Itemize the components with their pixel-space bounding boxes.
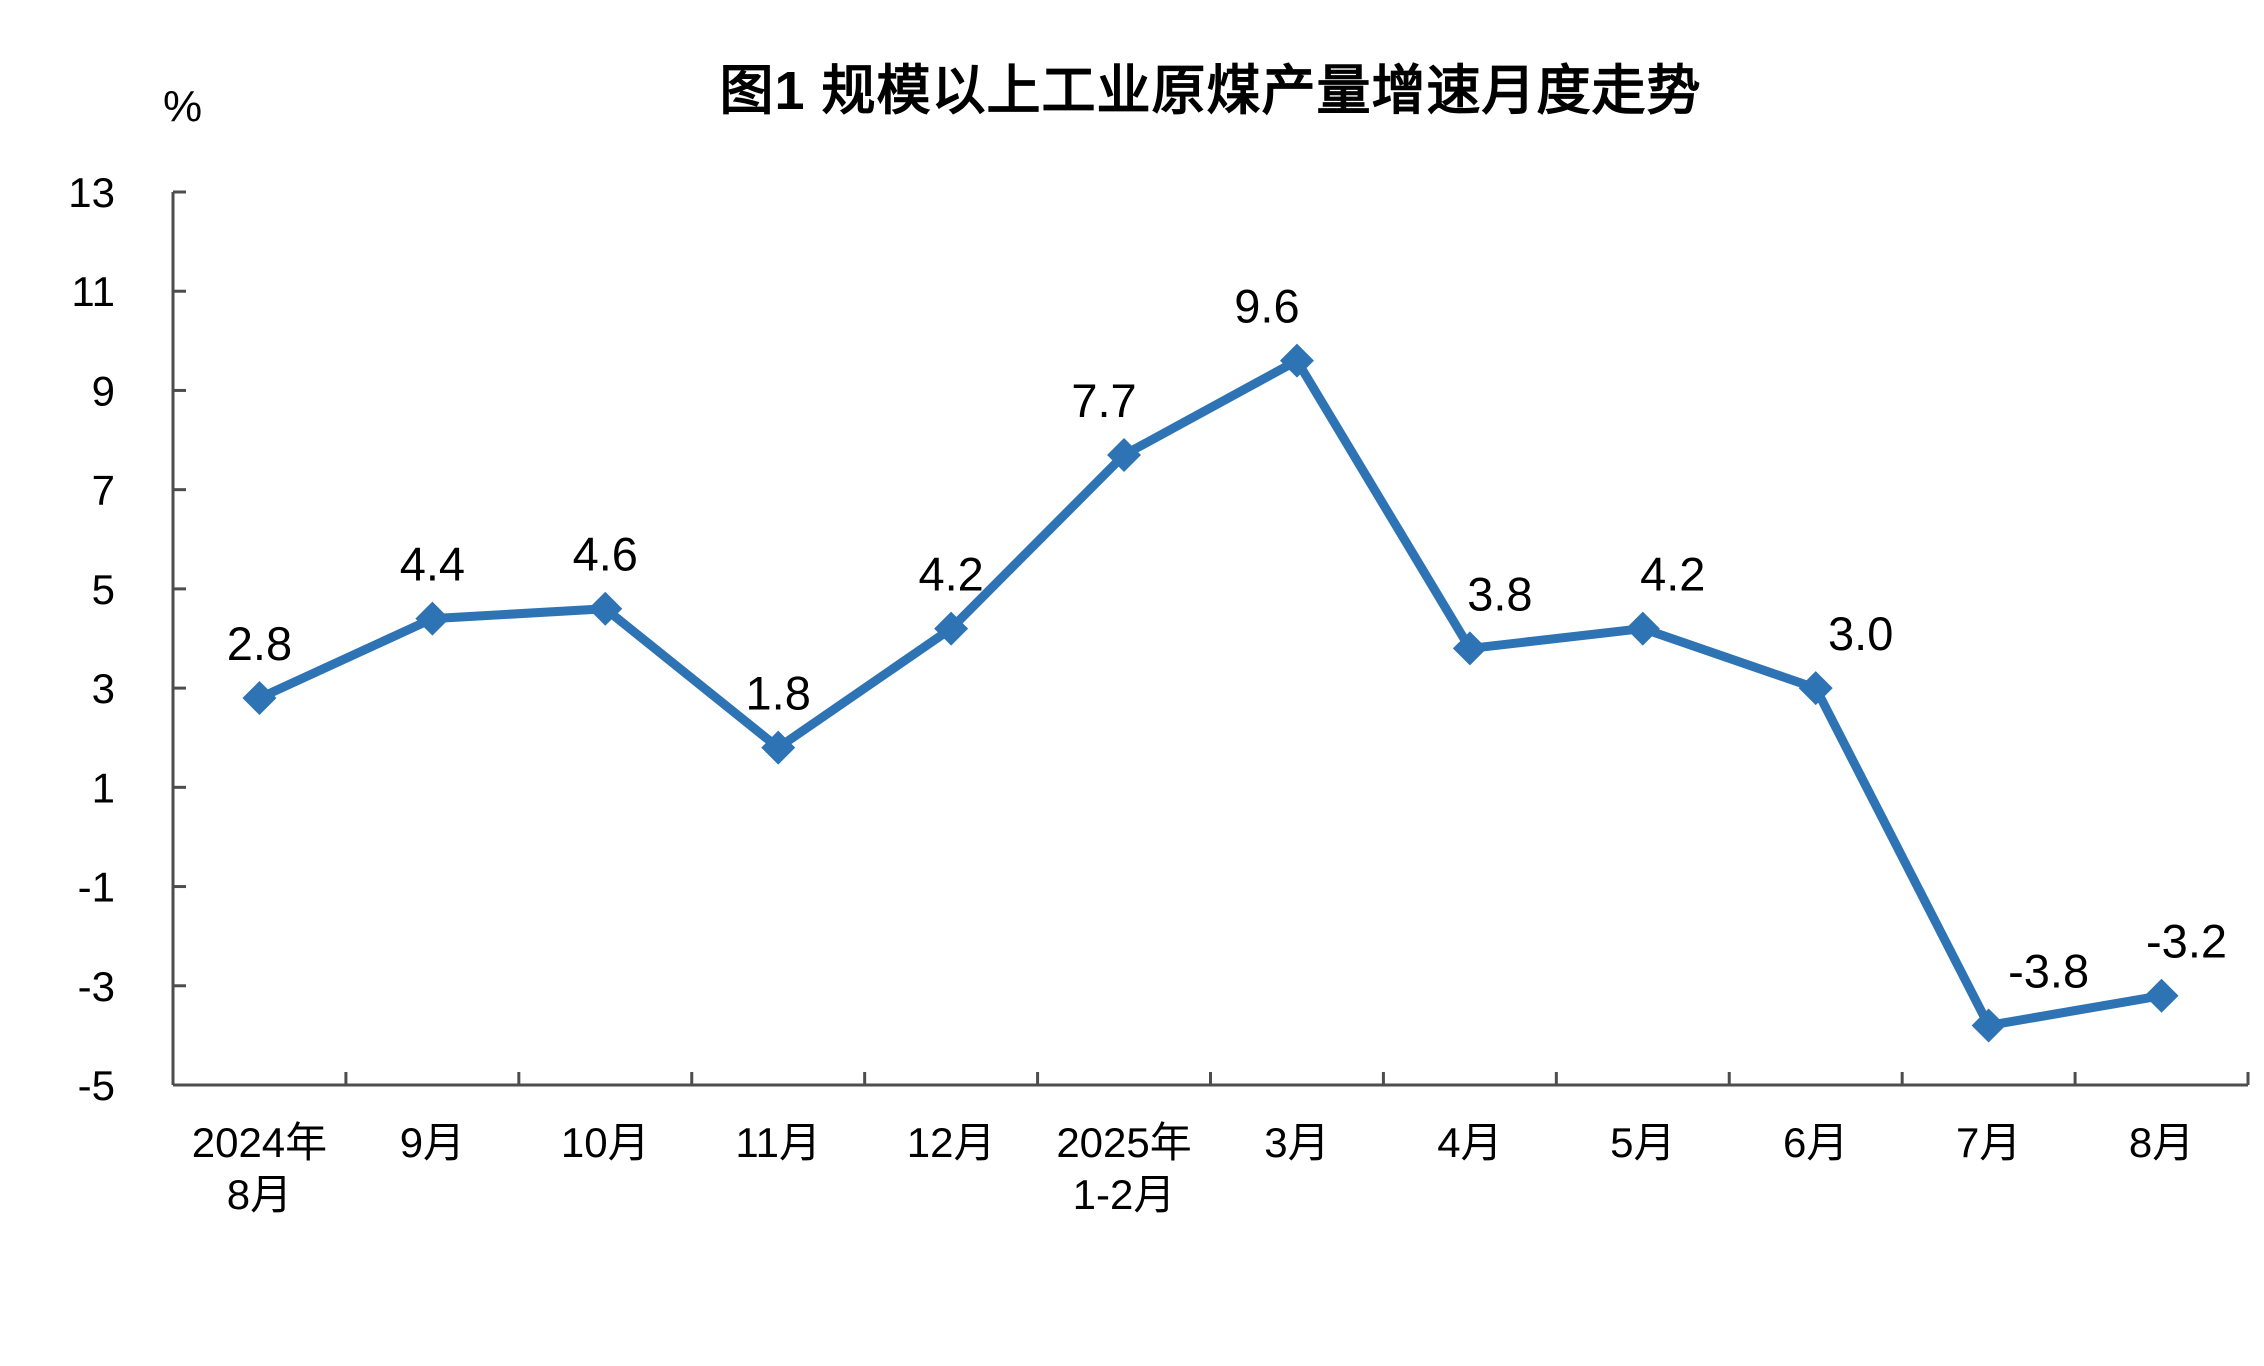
data-point-marker (1625, 611, 1660, 646)
x-tick-label: 6月 (1783, 1119, 1848, 1166)
x-tick-label: 5月 (1610, 1119, 1675, 1166)
data-point-marker (1971, 1008, 2006, 1043)
data-point-label: 2.8 (227, 617, 292, 670)
data-point-marker (588, 591, 623, 626)
data-point-marker (1798, 671, 1833, 706)
data-point-marker (1452, 631, 1487, 666)
x-tick-label: 3月 (1264, 1119, 1329, 1166)
y-tick-label: 13 (68, 169, 115, 216)
data-point-label: 4.6 (573, 528, 638, 581)
data-point-marker (2144, 978, 2179, 1013)
data-point-label: 3.0 (1828, 607, 1893, 660)
data-point-marker (415, 601, 450, 636)
x-tick-label: 10月 (561, 1119, 650, 1166)
y-tick-label: -5 (78, 1062, 115, 1109)
data-point-marker (761, 730, 796, 765)
y-tick-label: 3 (92, 665, 115, 712)
data-point-marker (934, 611, 969, 646)
data-point-label: 9.6 (1234, 280, 1299, 333)
data-point-label: 3.8 (1467, 567, 1532, 620)
data-point-marker (1107, 437, 1142, 472)
data-line (254, 356, 2167, 1030)
x-tick-label: 8月 (2129, 1119, 2194, 1166)
data-point-label: -3.2 (2146, 915, 2227, 968)
y-tick-label: -3 (78, 963, 115, 1010)
x-tick-label: 2025年 1-2月 (1056, 1119, 1191, 1218)
y-tick-label: -1 (78, 864, 115, 911)
data-point-marker (242, 681, 277, 716)
y-tick-label: 9 (92, 367, 115, 414)
data-point-label: 4.4 (400, 538, 465, 591)
y-tick-label: 1 (92, 764, 115, 811)
x-tick-label: 7月 (1956, 1119, 2021, 1166)
y-tick-label: 5 (92, 566, 115, 613)
y-tick-label: 7 (92, 467, 115, 514)
data-point-label: -3.8 (2008, 944, 2089, 997)
data-point-label: 1.8 (746, 667, 811, 720)
x-tick-label: 9月 (400, 1119, 465, 1166)
data-point-label: 4.2 (918, 548, 983, 601)
chart-title: 图1 规模以上工业原煤产量增速月度走势 (719, 61, 1702, 121)
data-point-label: 7.7 (1071, 374, 1136, 427)
data-point-marker (1279, 343, 1314, 378)
x-tick-label: 2024年 8月 (192, 1119, 327, 1218)
x-tick-label: 4月 (1437, 1119, 1502, 1166)
data-point-label: 4.2 (1640, 548, 1705, 601)
x-tick-label: 12月 (907, 1119, 996, 1166)
y-axis-unit-label: % (163, 82, 203, 131)
y-tick-label: 11 (71, 268, 115, 315)
x-tick-label: 11月 (735, 1119, 821, 1166)
